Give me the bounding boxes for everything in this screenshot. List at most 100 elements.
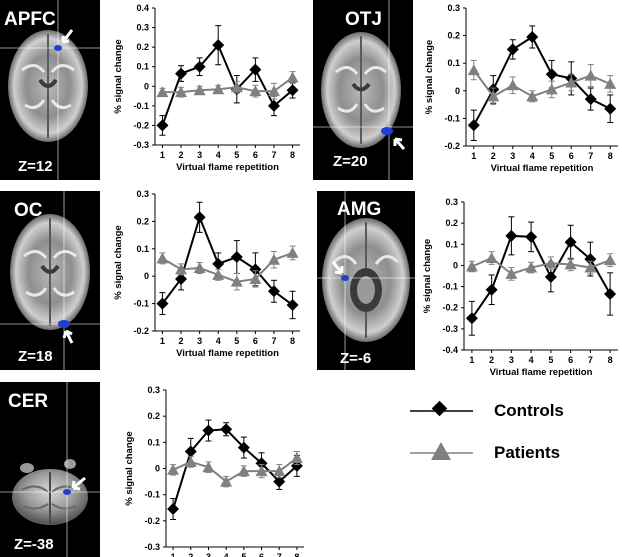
- data-point-patients: [255, 465, 268, 477]
- data-point-controls: [220, 423, 233, 436]
- data-point-controls: [193, 60, 206, 73]
- x-tick-label: 8: [294, 552, 299, 557]
- data-point-controls: [525, 230, 538, 243]
- region-label-amg: AMG: [337, 199, 381, 220]
- brain-panel-apfc: APFC Z=12: [0, 0, 100, 180]
- brain-panel-otj: OTJ Z=20: [313, 0, 413, 180]
- data-point-controls: [237, 441, 250, 454]
- region-label-apfc: APFC: [4, 9, 56, 30]
- x-tick-label: 8: [608, 355, 613, 365]
- data-point-controls: [175, 67, 188, 80]
- data-point-controls: [544, 271, 557, 284]
- data-point-controls: [273, 475, 286, 488]
- x-tick-label: 7: [271, 150, 276, 160]
- data-point-patients: [230, 275, 243, 287]
- data-point-patients: [167, 463, 180, 475]
- y-tick-label: 0.3: [447, 3, 460, 13]
- data-point-controls: [267, 285, 280, 298]
- data-point-patients: [526, 90, 539, 102]
- data-point-controls: [212, 257, 225, 270]
- y-axis-title: % signal change: [113, 225, 124, 299]
- x-tick-label: 7: [271, 336, 276, 346]
- x-tick-label: 7: [588, 151, 593, 161]
- y-tick-label: 0.2: [445, 218, 458, 228]
- y-tick-label: 0.1: [136, 244, 149, 254]
- y-tick-label: -0.1: [442, 282, 458, 292]
- slice-label-amg: Z=-6: [340, 350, 371, 367]
- x-tick-label: 5: [234, 336, 239, 346]
- data-point-patients: [184, 455, 197, 467]
- data-point-patients: [249, 272, 262, 284]
- x-tick-label: 1: [160, 336, 165, 346]
- y-tick-label: -0.1: [144, 490, 160, 500]
- chart-apfc: -0.3 -0.2 -0.1 0 0.1 0.2 0.3 0.4 1 2 3 4 5 6 7 8 Virtual…: [113, 3, 300, 173]
- y-tick-label: 0.4: [136, 3, 149, 13]
- y-tick-label: -0.2: [442, 303, 458, 313]
- data-point-controls: [286, 84, 299, 97]
- y-tick-label: 0.2: [136, 42, 149, 52]
- x-tick-label: 2: [491, 151, 496, 161]
- x-tick-label: 5: [548, 355, 553, 365]
- x-axis-title: Virtual flame repetition: [491, 163, 594, 174]
- legend-item-controls: Controls: [410, 400, 564, 420]
- data-point-controls: [526, 30, 539, 43]
- data-point-patients: [220, 475, 233, 487]
- x-tick-label: 4: [224, 552, 229, 557]
- x-tick-label: 3: [509, 355, 514, 365]
- data-point-patients: [212, 83, 225, 95]
- data-point-patients: [237, 465, 250, 477]
- series-line-controls: [472, 35, 611, 126]
- data-point-patients: [175, 86, 188, 98]
- y-tick-label: -0.3: [133, 140, 149, 150]
- data-point-patients: [505, 267, 518, 279]
- data-point-controls: [584, 93, 597, 106]
- data-point-patients: [267, 85, 280, 97]
- data-point-controls: [249, 263, 262, 276]
- x-tick-label: 2: [179, 150, 184, 160]
- x-axis-title: Virtual flame repetition: [490, 367, 593, 378]
- data-point-controls: [167, 503, 180, 516]
- data-point-patients: [467, 64, 480, 76]
- x-tick-label: 7: [588, 355, 593, 365]
- x-tick-label: 4: [216, 150, 221, 160]
- y-tick-label: 0.1: [136, 62, 149, 72]
- data-point-patients: [212, 268, 225, 280]
- x-tick-label: 8: [290, 150, 295, 160]
- y-tick-label: -0.2: [444, 141, 460, 151]
- region-label-oc: OC: [14, 200, 43, 221]
- data-point-patients: [175, 263, 188, 275]
- y-tick-label: 0: [455, 86, 460, 96]
- y-tick-label: -0.3: [442, 324, 458, 334]
- chart-otj: -0.2 -0.1 0 0.1 0.2 0.3 1 2 3 4 5 6 7 8 Virtual flame …: [424, 3, 618, 174]
- data-point-patients: [230, 81, 243, 93]
- x-tick-label: 1: [471, 151, 476, 161]
- data-point-patients: [273, 465, 286, 477]
- x-tick-label: 3: [510, 151, 515, 161]
- x-tick-label: 6: [568, 355, 573, 365]
- y-axis-title: % signal change: [124, 431, 135, 505]
- y-tick-label: -0.2: [144, 516, 160, 526]
- x-tick-label: 7: [277, 552, 282, 557]
- y-axis-title: % signal change: [424, 40, 435, 114]
- data-point-patients: [487, 90, 500, 102]
- slice-label-cer: Z=-38: [14, 536, 54, 553]
- y-tick-label: -0.2: [133, 120, 149, 130]
- y-tick-label: 0.3: [136, 23, 149, 33]
- y-tick-label: -0.4: [442, 345, 458, 355]
- series-line-controls: [172, 428, 298, 510]
- legend-patients-label: Patients: [494, 443, 560, 462]
- y-tick-label: -0.1: [133, 101, 149, 111]
- data-point-patients: [193, 261, 206, 273]
- data-point-controls: [156, 119, 169, 132]
- data-point-controls: [506, 43, 519, 56]
- legend-controls-marker: [431, 400, 448, 417]
- y-tick-label: 0.2: [147, 411, 160, 421]
- x-tick-label: 1: [469, 355, 474, 365]
- y-tick-label: 0: [144, 271, 149, 281]
- y-tick-label: -0.3: [144, 542, 160, 552]
- x-tick-label: 3: [197, 150, 202, 160]
- data-point-patients: [249, 85, 262, 97]
- y-tick-label: -0.2: [133, 326, 149, 336]
- data-point-controls: [193, 211, 206, 224]
- data-point-patients: [290, 452, 303, 464]
